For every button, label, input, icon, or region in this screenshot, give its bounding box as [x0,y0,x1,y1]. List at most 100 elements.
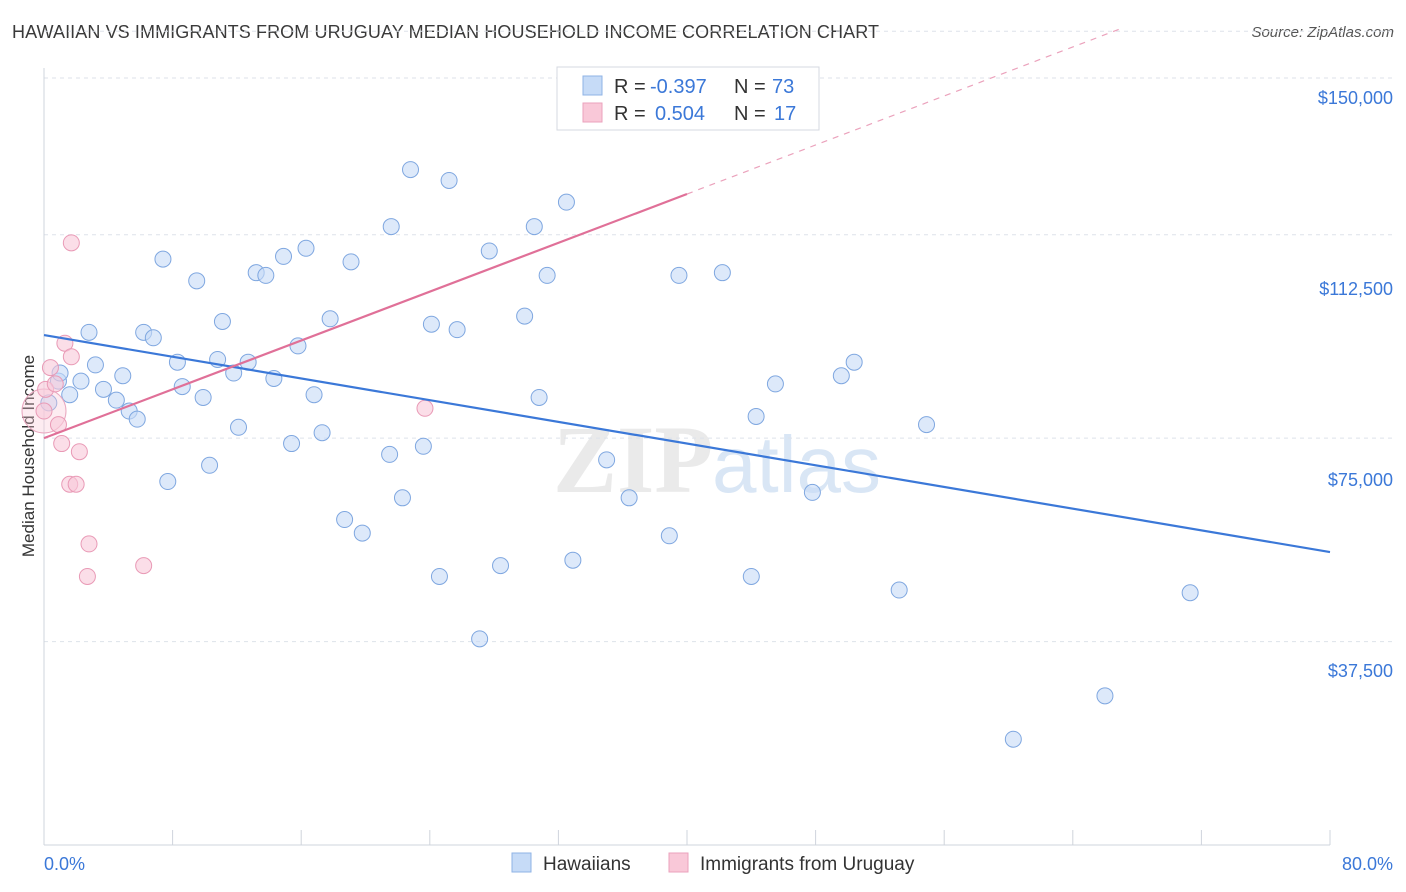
legend-swatch-hawaiians [511,852,532,873]
point-hawaiians [353,524,371,542]
legend-swatch-uruguay [668,852,689,873]
source-label: Source: ZipAtlas.com [1251,24,1394,41]
y-tick-labels: $150,000 $112,500 $75,000 $37,500 [1318,88,1393,681]
point-hawaiians [1004,730,1022,748]
y-tick-label: $75,000 [1328,470,1393,490]
chart-title: HAWAIIAN VS IMMIGRANTS FROM URUGUAY MEDI… [12,22,880,42]
point-hawaiians [154,250,172,268]
x-ticks [43,830,1331,845]
point-hawaiians [492,557,510,575]
legend-r-label: R = [614,103,646,125]
point-uruguay [53,435,71,453]
trend-line-uruguay-extension [686,28,1122,195]
point-hawaiians [471,630,489,648]
trend-lines [43,28,1331,554]
point-hawaiians [670,266,688,284]
point-hawaiians [1096,687,1114,705]
watermark-atlas: atlas [712,420,881,509]
point-hawaiians [660,527,678,545]
point-hawaiians [713,264,731,282]
point-hawaiians [393,489,411,507]
legend-label-uruguay: Immigrants from Uruguay [700,854,915,875]
point-hawaiians [201,456,219,474]
y-tick-label: $150,000 [1318,88,1393,108]
legend-r-value: -0.397 [650,76,707,98]
y-tick-label: $37,500 [1328,661,1393,681]
legend-swatch-pink [582,102,603,123]
point-hawaiians [86,356,104,374]
point-uruguay [62,234,80,252]
legend-n-value: 17 [774,103,796,125]
point-hawaiians [766,375,784,393]
point-uruguay [46,375,64,393]
legend-bottom: Hawaiians Immigrants from Uruguay [511,852,915,875]
point-hawaiians [402,161,420,179]
point-hawaiians [448,321,466,339]
point-hawaiians [742,567,760,585]
point-hawaiians [213,313,231,331]
point-hawaiians [342,253,360,271]
point-hawaiians [128,410,146,428]
point-uruguay [416,399,434,417]
point-hawaiians [430,567,448,585]
point-hawaiians [72,372,90,390]
point-hawaiians [440,171,458,189]
point-hawaiians [313,424,331,442]
point-hawaiians [382,218,400,236]
point-hawaiians [80,323,98,341]
point-uruguay [67,475,85,493]
x-tick-label-min: 0.0% [44,854,85,874]
point-hawaiians [598,451,616,469]
point-hawaiians [61,386,79,404]
point-hawaiians [890,581,908,599]
point-hawaiians [803,483,821,501]
point-hawaiians [94,380,112,398]
point-hawaiians [144,329,162,347]
point-hawaiians [480,242,498,260]
trend-line-hawaiians [43,333,1331,554]
point-hawaiians [159,473,177,491]
point-hawaiians [194,388,212,406]
series-uruguay [21,106,620,585]
trend-line-uruguay [43,192,688,440]
point-hawaiians [297,239,315,257]
point-hawaiians [845,353,863,371]
point-hawaiians [538,266,556,284]
point-hawaiians [414,437,432,455]
point-hawaiians [336,511,354,529]
legend-r-label: R = [614,76,646,98]
point-hawaiians [422,315,440,333]
legend-n-value: 73 [772,76,794,98]
point-hawaiians [832,367,850,385]
point-uruguay [35,402,53,420]
point-uruguay [80,535,98,553]
point-hawaiians [557,193,575,211]
point-hawaiians [275,247,293,265]
point-hawaiians [530,388,548,406]
legend-n-label: N = [734,103,766,125]
point-hawaiians [381,445,399,463]
series-hawaiians [40,161,1199,748]
y-tick-label: $112,500 [1319,279,1393,299]
point-uruguay [41,359,59,377]
legend-r-value: 0.504 [655,103,705,125]
point-hawaiians [107,391,125,409]
point-hawaiians [305,386,323,404]
point-hawaiians [620,489,638,507]
point-hawaiians [564,551,582,569]
point-hawaiians [188,272,206,290]
point-uruguay [135,557,153,575]
x-tick-label-max: 80.0% [1342,854,1393,874]
point-hawaiians [525,218,543,236]
legend-top: R = -0.397 N = 73 R = 0.504 N = 17 [556,66,820,131]
point-hawaiians [257,266,275,284]
point-hawaiians [747,407,765,425]
point-hawaiians [918,416,936,434]
y-axis-label: Median Household Income [19,355,38,557]
point-hawaiians [1181,584,1199,602]
legend-label-hawaiians: Hawaiians [543,854,631,875]
legend-swatch-blue [582,75,603,96]
point-hawaiians [283,435,301,453]
point-hawaiians [516,307,534,325]
